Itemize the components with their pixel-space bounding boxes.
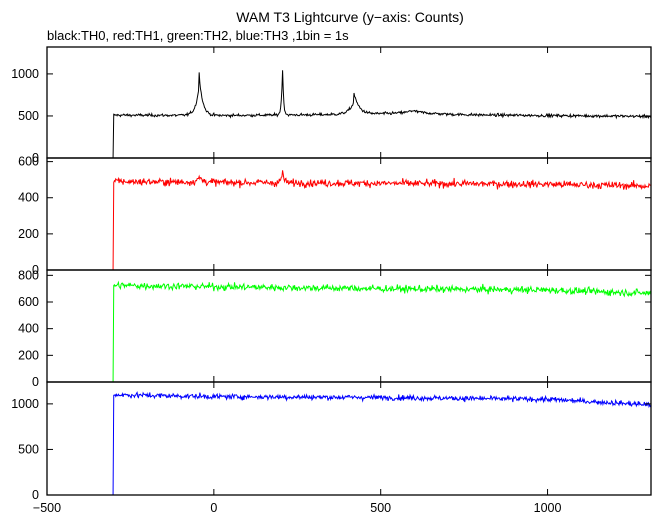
- series-th3-line: [47, 391, 652, 496]
- panel-frame: [46, 381, 652, 496]
- y-tick-label: 1000: [11, 67, 39, 81]
- y-tick-label: 0: [32, 375, 39, 389]
- chart-title: WAM T3 Lightcurve (y−axis: Counts): [236, 9, 464, 25]
- panel-th2: 0 200 400 600 800: [18, 268, 652, 389]
- series-th2-line: [47, 280, 652, 383]
- y-tick-label: 600: [18, 295, 39, 309]
- panel-frame: [46, 157, 652, 271]
- x-tick-label: 500: [370, 501, 391, 515]
- series-th0-line: [47, 70, 652, 159]
- series-th1-line: [47, 170, 652, 271]
- x-tick-label: 0: [210, 501, 217, 515]
- x-tick-label: −500: [33, 501, 61, 515]
- y-tick-label: 200: [18, 348, 39, 362]
- y-tick-label: 500: [18, 109, 39, 123]
- panel-th3: 0 500 1000: [11, 381, 652, 502]
- y-tick-label: 1000: [11, 397, 39, 411]
- panel-frame: [46, 46, 652, 159]
- y-tick-label: 600: [18, 155, 39, 169]
- x-axis: −500 0 500 1000: [33, 501, 562, 515]
- panel-th1: 0 200 400 600: [18, 155, 652, 277]
- y-tick-label: 400: [18, 191, 39, 205]
- y-tick-label: 400: [18, 322, 39, 336]
- y-tick-label: 500: [18, 442, 39, 456]
- y-tick-label: 0: [32, 263, 39, 277]
- x-tick-label: 1000: [534, 501, 562, 515]
- y-tick-label: 800: [18, 268, 39, 282]
- y-tick-label: 0: [32, 151, 39, 165]
- y-tick-label: 0: [32, 488, 39, 502]
- panel-th0: 0 500 1000: [11, 46, 652, 165]
- chart-subtitle: black:TH0, red:TH1, green:TH2, blue:TH3 …: [47, 28, 349, 43]
- y-tick-label: 200: [18, 227, 39, 241]
